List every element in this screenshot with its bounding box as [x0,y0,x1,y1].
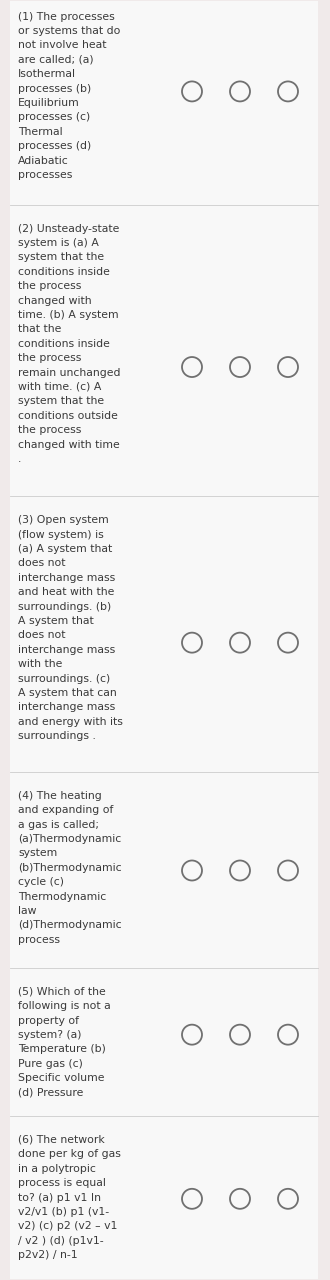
Text: (3) Open system
(flow system) is
(a) A system that
does not
interchange mass
and: (3) Open system (flow system) is (a) A s… [18,515,123,741]
Text: (1) The processes
or systems that do
not involve heat
are called; (a)
Isothermal: (1) The processes or systems that do not… [18,12,120,180]
Text: (4) The heating
and expanding of
a gas is called;
(a)Thermodynamic
system
(b)The: (4) The heating and expanding of a gas i… [18,791,122,945]
Text: (2) Unsteady-state
system is (a) A
system that the
conditions inside
the process: (2) Unsteady-state system is (a) A syste… [18,224,120,463]
Text: (5) Which of the
following is not a
property of
system? (a)
Temperature (b)
Pure: (5) Which of the following is not a prop… [18,987,111,1097]
Text: (6) The network
done per kg of gas
in a polytropic
process is equal
to? (a) p1 v: (6) The network done per kg of gas in a … [18,1135,121,1261]
